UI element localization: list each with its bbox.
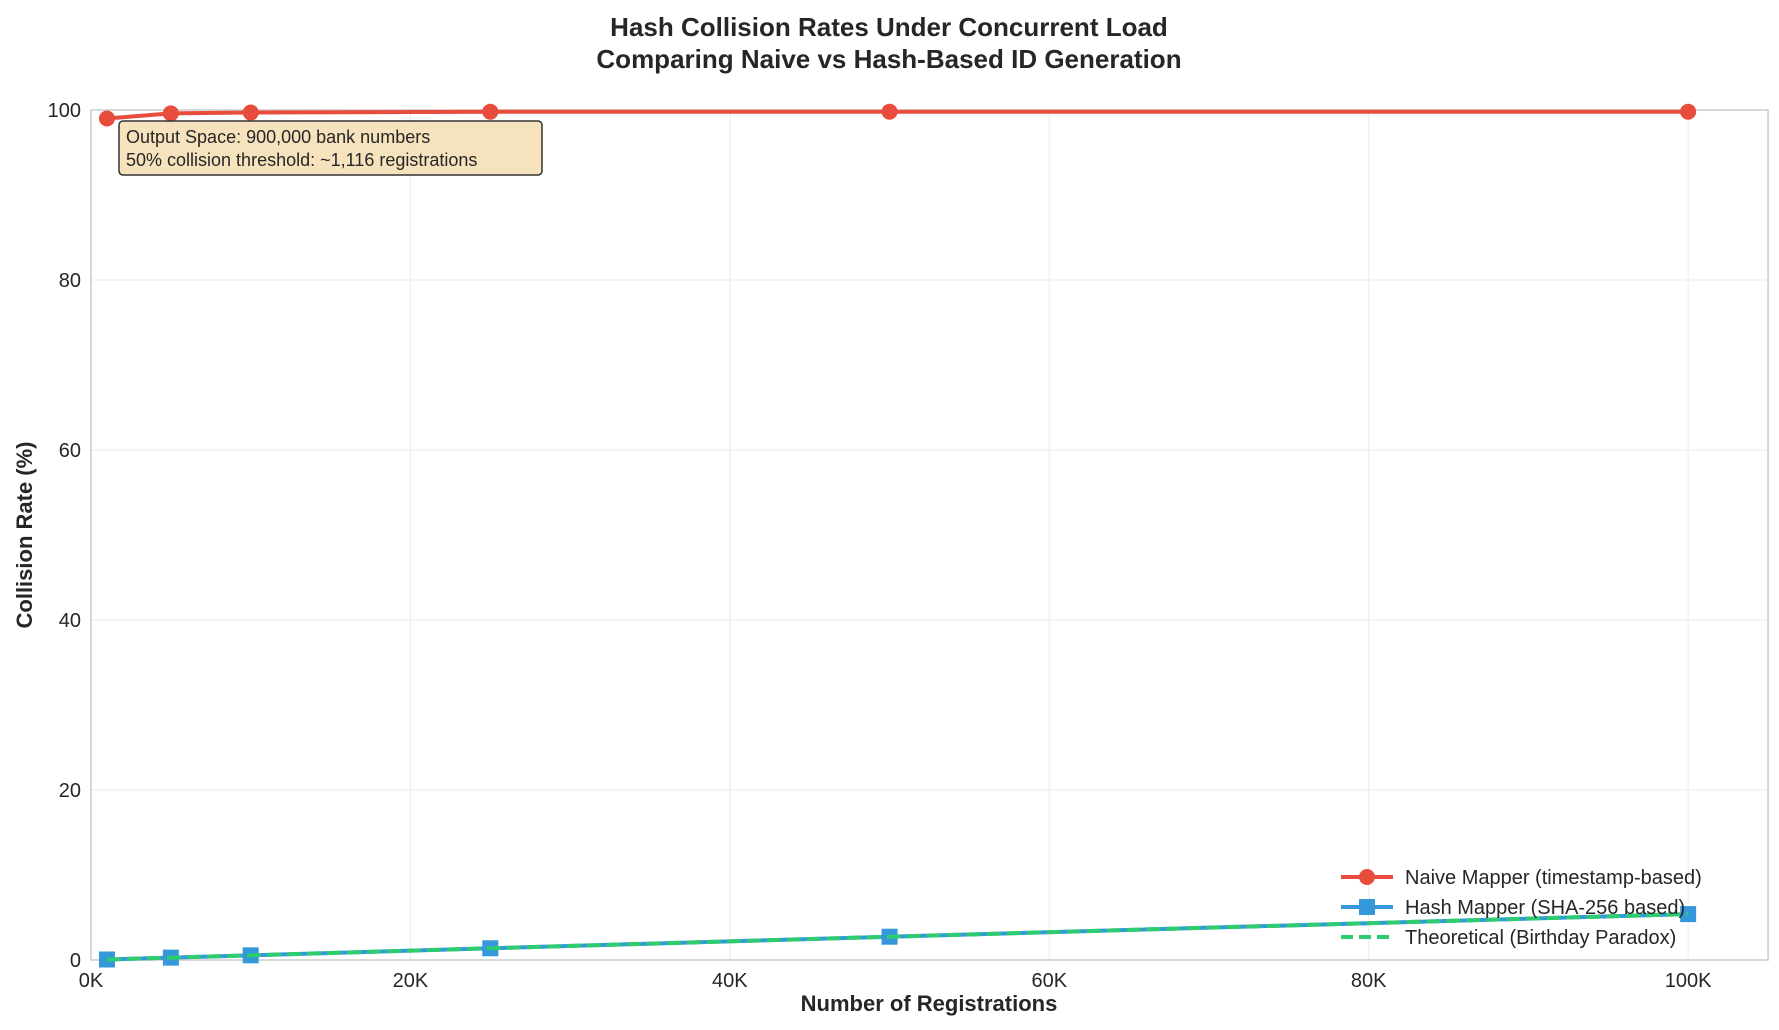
- grid-lines: [90, 109, 1768, 961]
- legend-marker: [1359, 869, 1375, 885]
- x-tick-label: 80K: [1351, 970, 1387, 992]
- legend-item: Naive Mapper (timestamp-based): [1341, 867, 1702, 889]
- legend-item: Hash Mapper (SHA-256 based): [1341, 897, 1685, 919]
- data-point: [98, 110, 115, 127]
- legend: Naive Mapper (timestamp-based) Hash Mappe…: [1341, 867, 1702, 949]
- y-tick-label: 0: [70, 950, 81, 972]
- data-point: [1680, 103, 1697, 120]
- info-annotation: Output Space: 900,000 bank numbers 50% c…: [118, 120, 543, 176]
- x-tick-label: 40K: [712, 970, 748, 992]
- x-axis-label: Number of Registrations: [801, 991, 1058, 1016]
- y-tick-label: 60: [59, 440, 81, 462]
- y-tick-label: 40: [59, 610, 81, 632]
- x-tick-label: 100K: [1665, 970, 1712, 992]
- legend-item: Theoretical (Birthday Paradox): [1341, 927, 1676, 949]
- series-layer: [98, 103, 1697, 968]
- data-point: [482, 103, 499, 120]
- y-tick-label: 20: [59, 780, 81, 802]
- data-point: [162, 105, 179, 122]
- y-tick-label: 100: [48, 100, 81, 122]
- x-tick-label: 0K: [79, 970, 104, 992]
- annotation-line2: 50% collision threshold: ~1,116 registra…: [126, 150, 477, 170]
- axis-ticks: 0K 20K 40K 60K 80K 100K 0 20 40 60 80 100: [48, 100, 1713, 992]
- x-tick-label: 20K: [393, 970, 429, 992]
- legend-label: Hash Mapper (SHA-256 based): [1405, 897, 1685, 919]
- data-point: [242, 104, 259, 121]
- chart-title-line2: Comparing Naive vs Hash-Based ID Generat…: [596, 44, 1181, 74]
- series-line: [106, 109, 1689, 121]
- annotation-line1: Output Space: 900,000 bank numbers: [126, 127, 430, 147]
- x-tick-label: 60K: [1031, 970, 1067, 992]
- legend-label: Naive Mapper (timestamp-based): [1405, 867, 1702, 889]
- chart-title-line1: Hash Collision Rates Under Concurrent Lo…: [610, 12, 1168, 42]
- series-3: [106, 912, 1689, 962]
- y-tick-label: 80: [59, 270, 81, 292]
- y-axis-label: Collision Rate (%): [12, 441, 37, 628]
- data-point: [881, 103, 898, 120]
- legend-marker: [1359, 899, 1375, 915]
- series-line: [106, 912, 1689, 962]
- annotation-box: [118, 120, 543, 176]
- series-1: [98, 103, 1697, 127]
- plot-frame: [90, 109, 1769, 961]
- legend-label: Theoretical (Birthday Paradox): [1405, 927, 1676, 949]
